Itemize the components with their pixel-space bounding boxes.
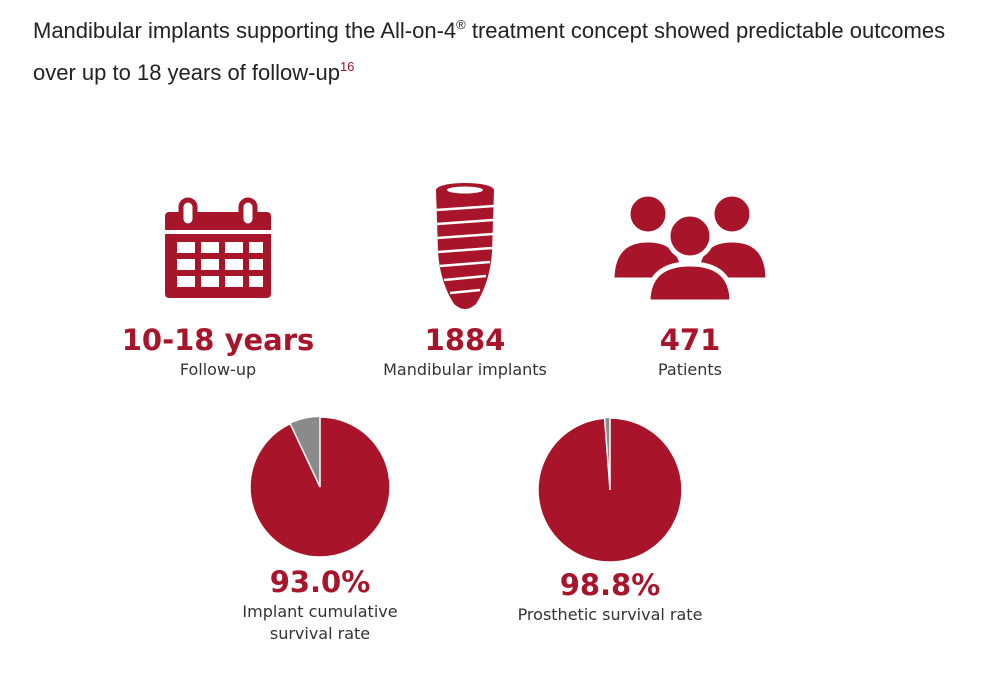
title-text: Mandibular implants supporting the All-o… xyxy=(33,18,457,43)
stat-label: Mandibular implants xyxy=(383,360,547,379)
stat: 1884 Mandibular implants xyxy=(345,323,585,381)
trademark: ® xyxy=(456,17,466,32)
pie-chart xyxy=(537,417,683,563)
pie-value-label: 98.8% xyxy=(559,568,661,602)
implant-icon xyxy=(435,183,495,309)
people-icon xyxy=(609,191,771,305)
pie-label: Prosthetic survival rate xyxy=(517,605,703,624)
pie-chart xyxy=(249,416,391,558)
stat-value: 471 xyxy=(659,323,721,357)
reference: 16 xyxy=(339,59,355,74)
title-text: treatment concept showed predictable out… xyxy=(33,18,946,85)
stat-value: 10-18 years xyxy=(121,323,315,357)
stat: 10-18 years Follow-up xyxy=(98,323,338,381)
pie-slice xyxy=(537,417,683,563)
title: Mandibular implants supporting the All-o… xyxy=(33,10,973,94)
calendar-icon xyxy=(165,197,271,298)
stat-label: Patients xyxy=(657,360,723,379)
pie-value-label: 93.0% xyxy=(269,565,371,599)
pie-label: Implant cumulative survival rate xyxy=(242,602,398,643)
stat: 471 Patients xyxy=(570,323,810,381)
stat-label: Follow-up xyxy=(179,360,257,379)
stat-value: 1884 xyxy=(424,323,506,357)
pie-slice xyxy=(249,416,391,558)
